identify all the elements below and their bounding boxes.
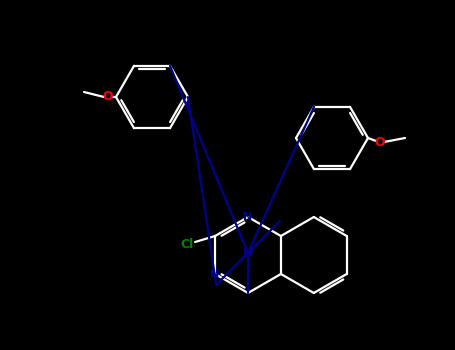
Text: N: N: [211, 269, 220, 279]
Text: Cl: Cl: [181, 238, 194, 251]
Text: N: N: [243, 246, 253, 259]
Text: O: O: [374, 136, 385, 149]
Text: N: N: [243, 212, 253, 222]
Text: O: O: [103, 91, 113, 104]
